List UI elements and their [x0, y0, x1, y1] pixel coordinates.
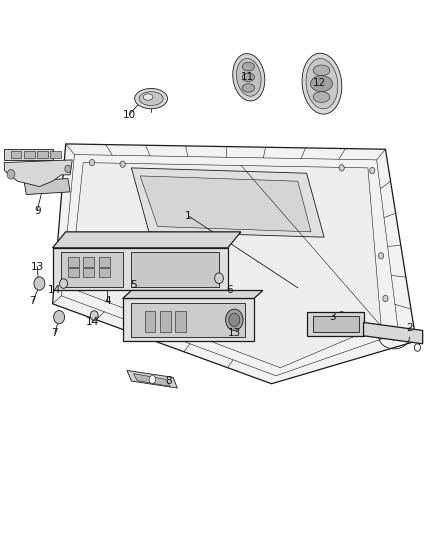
Ellipse shape	[237, 59, 261, 96]
FancyBboxPatch shape	[68, 257, 79, 266]
Text: 7: 7	[29, 296, 36, 306]
FancyBboxPatch shape	[99, 257, 110, 266]
Ellipse shape	[306, 59, 338, 109]
FancyBboxPatch shape	[160, 311, 171, 332]
Text: 14: 14	[85, 318, 99, 327]
Polygon shape	[140, 176, 311, 232]
Ellipse shape	[313, 78, 330, 89]
FancyBboxPatch shape	[37, 151, 48, 158]
FancyBboxPatch shape	[68, 268, 79, 277]
Polygon shape	[131, 168, 324, 237]
Ellipse shape	[85, 279, 90, 286]
Polygon shape	[131, 252, 219, 287]
Text: 9: 9	[34, 206, 41, 215]
FancyBboxPatch shape	[175, 311, 186, 332]
Ellipse shape	[89, 159, 95, 166]
FancyBboxPatch shape	[50, 151, 61, 158]
Text: 6: 6	[226, 286, 233, 295]
Polygon shape	[364, 322, 423, 344]
Ellipse shape	[215, 273, 223, 284]
Ellipse shape	[339, 165, 344, 171]
Ellipse shape	[370, 167, 375, 174]
Text: 5: 5	[130, 280, 137, 290]
Ellipse shape	[229, 313, 240, 326]
Ellipse shape	[149, 375, 155, 384]
Ellipse shape	[90, 311, 98, 320]
Polygon shape	[127, 370, 177, 388]
Ellipse shape	[313, 92, 330, 102]
FancyBboxPatch shape	[83, 268, 94, 277]
FancyBboxPatch shape	[145, 311, 155, 332]
Ellipse shape	[383, 295, 388, 302]
Ellipse shape	[134, 88, 167, 109]
Text: 2: 2	[406, 323, 413, 333]
Text: 10: 10	[123, 110, 136, 119]
Text: 1: 1	[185, 211, 192, 221]
Ellipse shape	[313, 65, 330, 76]
Polygon shape	[4, 160, 72, 187]
Text: 13: 13	[228, 328, 241, 338]
Polygon shape	[53, 232, 241, 248]
Polygon shape	[313, 316, 359, 332]
Ellipse shape	[242, 84, 254, 92]
Ellipse shape	[311, 76, 332, 92]
Polygon shape	[123, 298, 254, 341]
Text: 3: 3	[329, 312, 336, 322]
Text: 4: 4	[104, 296, 111, 306]
Ellipse shape	[65, 165, 71, 173]
Text: 14: 14	[48, 286, 61, 295]
Ellipse shape	[378, 253, 384, 259]
Ellipse shape	[233, 54, 265, 101]
Polygon shape	[70, 163, 381, 368]
FancyBboxPatch shape	[11, 151, 21, 158]
Ellipse shape	[139, 92, 163, 106]
Polygon shape	[131, 303, 245, 337]
Polygon shape	[4, 149, 53, 160]
Ellipse shape	[414, 344, 420, 351]
Ellipse shape	[242, 73, 254, 82]
Ellipse shape	[34, 277, 45, 290]
Ellipse shape	[53, 310, 65, 324]
Text: 13: 13	[31, 262, 44, 271]
Ellipse shape	[120, 161, 125, 167]
Ellipse shape	[7, 169, 15, 179]
Polygon shape	[307, 312, 364, 336]
FancyBboxPatch shape	[24, 151, 35, 158]
Ellipse shape	[143, 94, 153, 100]
Ellipse shape	[302, 53, 342, 114]
Text: 12: 12	[313, 78, 326, 87]
Polygon shape	[123, 290, 263, 298]
Text: 11: 11	[241, 72, 254, 82]
Polygon shape	[53, 248, 228, 290]
Polygon shape	[61, 252, 123, 287]
FancyBboxPatch shape	[83, 257, 94, 266]
Ellipse shape	[60, 279, 67, 288]
Polygon shape	[53, 144, 416, 384]
Text: 8: 8	[165, 376, 172, 386]
FancyBboxPatch shape	[99, 268, 110, 277]
Ellipse shape	[339, 311, 344, 318]
Ellipse shape	[242, 62, 254, 71]
Ellipse shape	[226, 309, 243, 330]
Polygon shape	[24, 179, 70, 195]
Polygon shape	[134, 374, 170, 386]
Text: 7: 7	[51, 328, 58, 338]
